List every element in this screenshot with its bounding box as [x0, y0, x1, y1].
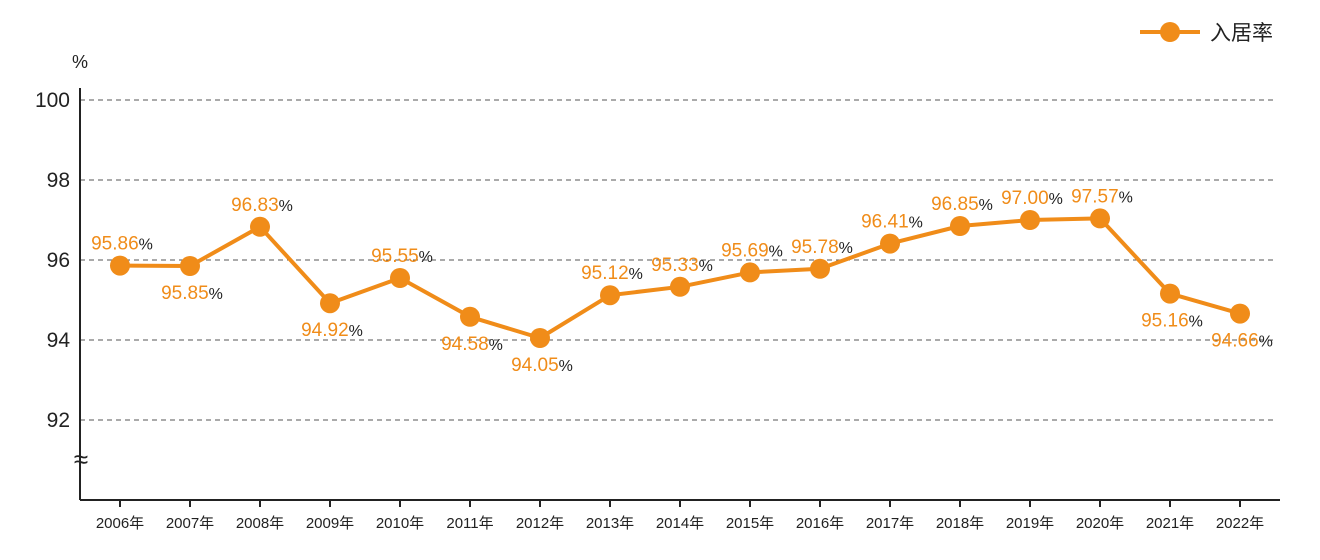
x-tick-label: 2017年: [866, 515, 914, 532]
data-label: 95.12%: [581, 263, 643, 284]
data-label: 97.00%: [1001, 188, 1063, 209]
data-point: [1160, 283, 1180, 304]
x-tick-label: 2006年: [96, 515, 144, 532]
x-tick-label: 2007年: [166, 515, 214, 532]
x-tick-label: 2013年: [586, 515, 634, 532]
y-tick-label: 100: [35, 89, 70, 112]
data-point: [1230, 303, 1250, 324]
x-tick-label: 2018年: [936, 515, 984, 532]
data-label: 94.66%: [1211, 331, 1273, 352]
data-label: 95.69%: [721, 240, 783, 261]
data-point: [1020, 210, 1040, 230]
x-tick-label: 2016年: [796, 515, 844, 532]
x-tick-label: 2014年: [656, 515, 704, 532]
grid-lines: [80, 99, 1276, 421]
data-point: [530, 328, 550, 348]
data-point: [810, 258, 830, 279]
data-label: 95.85%: [161, 283, 223, 304]
axis-break-mark: ≈: [74, 444, 88, 474]
y-tick-label: 96: [47, 249, 70, 272]
y-tick-label: 94: [47, 329, 71, 352]
data-label: 95.55%: [371, 246, 433, 267]
data-points: [110, 208, 1250, 348]
y-axis-unit: %: [72, 52, 88, 72]
x-tick-label: 2008年: [236, 515, 284, 532]
y-tick-label: 98: [47, 169, 70, 192]
x-tick-label: 2009年: [306, 515, 354, 532]
data-label: 97.57%: [1071, 186, 1133, 207]
data-label: 95.16%: [1141, 311, 1203, 332]
data-point: [600, 285, 620, 306]
data-point: [250, 216, 270, 237]
legend: 入居率: [1140, 22, 1273, 45]
data-point: [670, 276, 690, 297]
x-tick-label: 2015年: [726, 515, 774, 532]
x-tick-label: 2021年: [1146, 515, 1194, 532]
legend-label: 入居率: [1210, 22, 1273, 45]
data-label: 94.58%: [441, 334, 503, 355]
x-tick-label: 2011年: [446, 515, 493, 532]
data-label: 96.85%: [931, 194, 993, 215]
data-label: 94.92%: [301, 320, 363, 341]
data-point: [460, 306, 480, 327]
data-point: [320, 293, 340, 314]
data-label: 95.86%: [91, 234, 153, 255]
x-tick-label: 2019年: [1006, 515, 1054, 532]
x-tick-label: 2022年: [1216, 515, 1264, 532]
y-tick-label: 92: [47, 409, 70, 432]
data-label: 94.05%: [511, 355, 573, 376]
data-point: [390, 268, 410, 288]
axes: ≈ %: [72, 52, 1280, 501]
x-tick-label: 2020年: [1076, 515, 1124, 532]
x-tick-label: 2012年: [516, 515, 564, 532]
data-label: 95.78%: [791, 237, 853, 258]
data-point: [110, 255, 130, 276]
data-point: [180, 256, 200, 276]
data-label: 95.33%: [651, 255, 713, 276]
data-point: [1090, 208, 1110, 229]
legend-marker: [1160, 22, 1180, 42]
data-point: [740, 262, 760, 283]
x-tick-labels: 2006年 2007年 2008年 2009年 2010年 2011年 2012年 2013年…: [96, 500, 1264, 532]
y-tick-labels: 92 94 96 98 100: [35, 89, 70, 432]
data-point: [950, 216, 970, 236]
data-point: [880, 233, 900, 254]
data-labels: 95.86% 95.85% 96.83% 94.92% 95.55% 94.58% 94.0…: [91, 186, 1273, 376]
x-tick-label: 2010年: [376, 515, 424, 532]
data-label: 96.41%: [861, 212, 923, 233]
data-label: 96.83%: [231, 195, 293, 216]
